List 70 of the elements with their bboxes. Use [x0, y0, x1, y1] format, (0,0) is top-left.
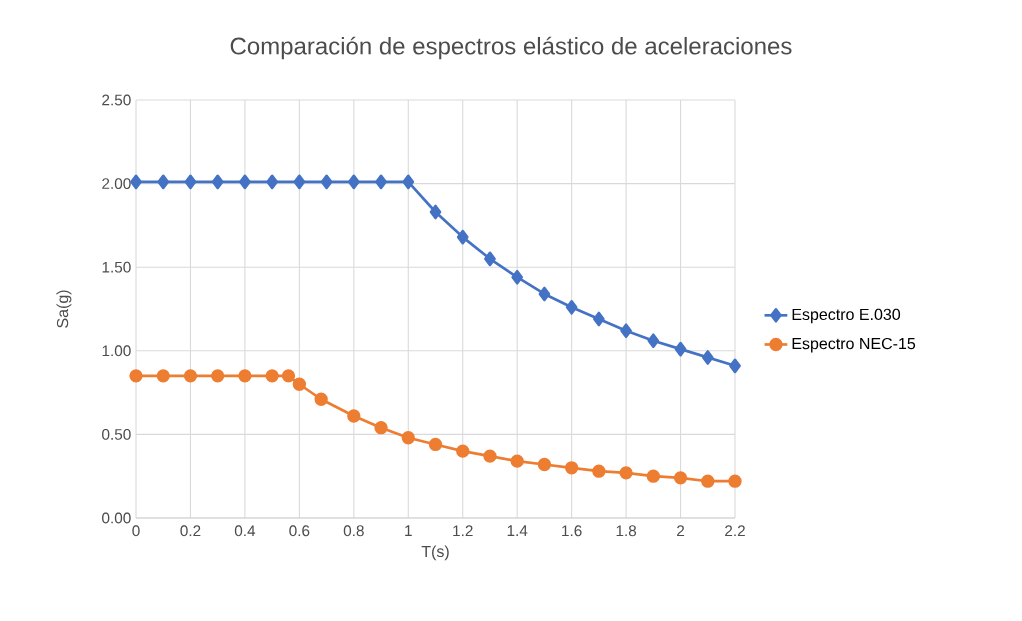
- point: [728, 474, 742, 488]
- point: [428, 437, 443, 452]
- point: [347, 174, 360, 190]
- point: [347, 409, 361, 423]
- point: [620, 323, 632, 339]
- x-tick-label: 0.6: [289, 525, 310, 537]
- point: [129, 369, 143, 383]
- x-tick-label: 1.4: [507, 525, 528, 536]
- x-tick-label: 0: [132, 525, 140, 537]
- y-axis-title: Sa(g): [56, 290, 72, 328]
- legend-label: Espectro NEC-15: [792, 337, 916, 353]
- point: [374, 421, 388, 435]
- x-tick-label: 1.8: [616, 525, 637, 537]
- point: [537, 457, 552, 472]
- point: [538, 286, 551, 302]
- point: [293, 174, 306, 190]
- point: [646, 469, 660, 483]
- point: [647, 333, 660, 349]
- point: [673, 471, 688, 485]
- y-tick-label: 1.50: [102, 261, 131, 273]
- chart-title: Comparación de espectros elástico de aceleraciones: [230, 36, 792, 60]
- point: [314, 392, 328, 406]
- y-tick-label: 0.00: [102, 512, 131, 524]
- point: [565, 299, 578, 315]
- x-tick-label: 2.2: [725, 525, 745, 537]
- point: [511, 269, 524, 285]
- point: [238, 369, 252, 383]
- y-tick-label: 2.00: [102, 178, 131, 190]
- point: [401, 431, 415, 445]
- point: [564, 461, 579, 475]
- point: [483, 449, 497, 463]
- point: [211, 174, 224, 190]
- x-tick-label: 0.4: [234, 525, 256, 537]
- point: [265, 369, 279, 383]
- y-tick-label: 0.50: [102, 428, 131, 440]
- point: [592, 464, 606, 478]
- point: [701, 474, 715, 488]
- point: [701, 350, 714, 365]
- point: [375, 174, 387, 190]
- point: [674, 341, 687, 357]
- point: [292, 377, 307, 391]
- point: [429, 204, 442, 220]
- x-axis-title: T(s): [421, 545, 449, 561]
- point: [266, 174, 278, 190]
- point: [593, 311, 605, 327]
- point: [456, 229, 469, 245]
- point: [239, 174, 251, 190]
- point: [729, 358, 741, 374]
- point: [156, 369, 170, 383]
- x-tick-label: 1: [405, 525, 412, 536]
- point: [157, 174, 170, 190]
- y-tick-label: 1.00: [102, 345, 131, 357]
- x-tick-label: 0.8: [343, 525, 364, 537]
- x-tick-label: 1.6: [562, 525, 582, 537]
- point: [183, 369, 198, 383]
- point: [320, 174, 333, 190]
- point: [130, 174, 142, 190]
- point: [619, 466, 633, 480]
- point: [510, 454, 524, 468]
- point: [402, 174, 415, 190]
- point: [456, 444, 470, 458]
- y-tick-label: 2.50: [102, 94, 131, 106]
- point: [211, 369, 225, 383]
- point: [281, 369, 296, 383]
- point: [484, 251, 496, 267]
- point: [184, 174, 197, 190]
- x-tick-label: 1.2: [453, 525, 473, 537]
- x-tick-label: 2: [677, 525, 685, 537]
- legend-label: Espectro E.030: [792, 308, 901, 324]
- x-tick-label: 0.2: [180, 525, 201, 537]
